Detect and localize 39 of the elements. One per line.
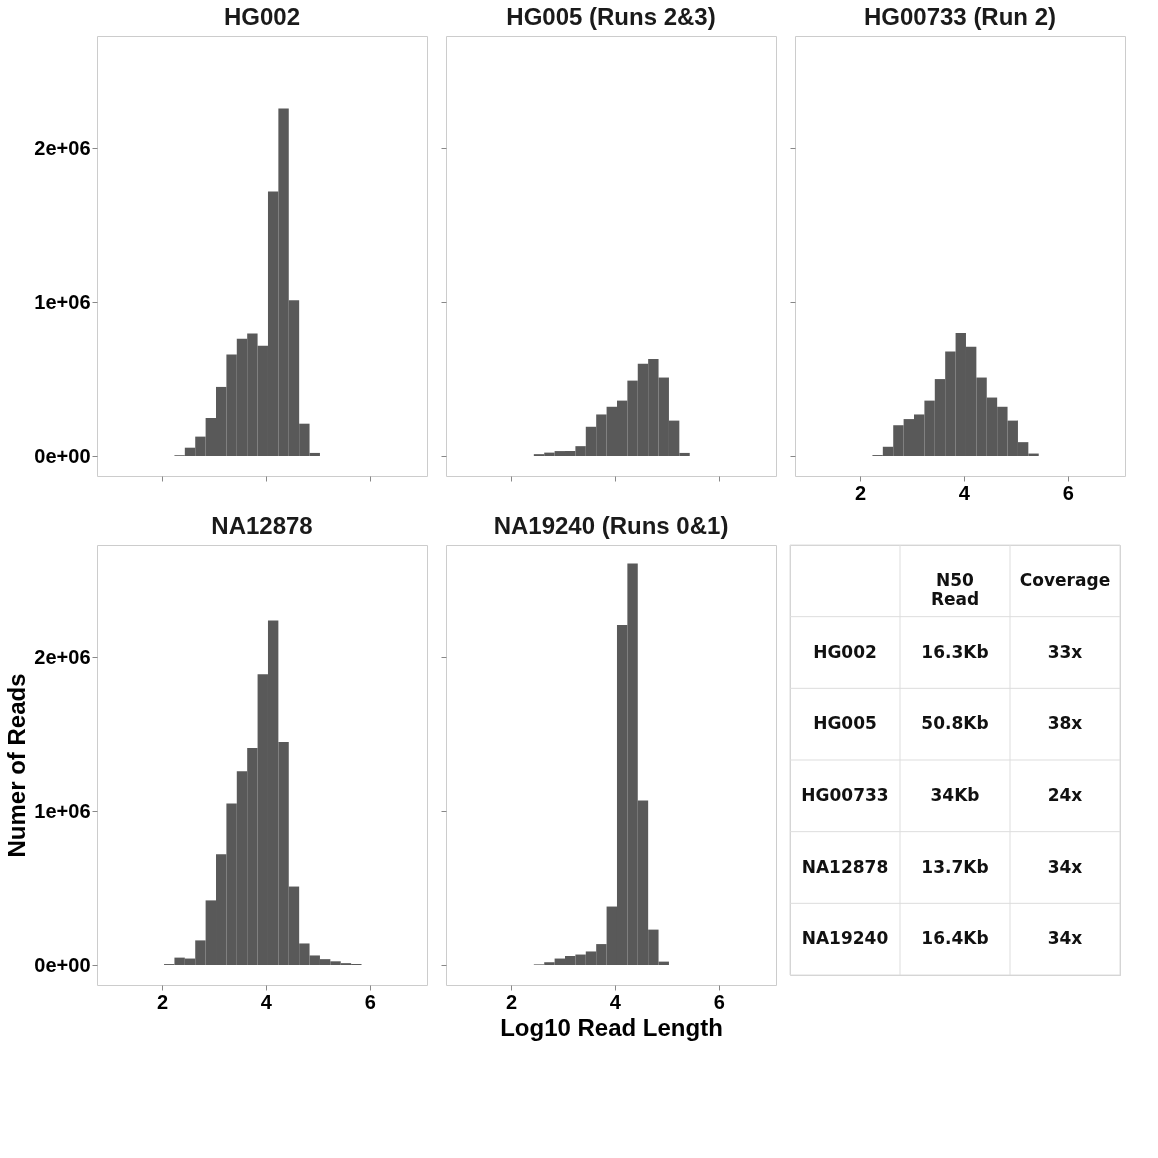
category-label: HG002 xyxy=(813,641,877,662)
text: 33x xyxy=(1047,641,1083,662)
x-tick-label: 4 xyxy=(958,481,971,504)
y-tick-label: 0e+00 xyxy=(34,953,91,976)
text: 34Kb xyxy=(930,784,980,805)
category-label: HG005 xyxy=(813,713,877,734)
text: 13.7Kb xyxy=(921,856,989,877)
text: 16.4Kb xyxy=(921,928,989,949)
category-label: NA19240 xyxy=(801,928,889,949)
chart-title: NA19240 (Runs 0&1) xyxy=(493,512,729,539)
x-tick-label: 2 xyxy=(505,990,518,1013)
chart-title: HG005 (Runs 2&3) xyxy=(506,3,716,30)
text: 24x xyxy=(1047,784,1083,805)
text: 34x xyxy=(1047,856,1083,877)
category-label: NA12878 xyxy=(801,856,889,877)
text: 16.3Kb xyxy=(921,641,989,662)
chart-title: HG00733 (Run 2) xyxy=(863,3,1057,30)
x-tick-label: 6 xyxy=(364,990,376,1013)
y-tick-label: 2e+06 xyxy=(34,136,91,159)
category-label: HG00733 xyxy=(801,784,889,805)
x-tick-label: 2 xyxy=(854,481,867,504)
category-label: Coverage xyxy=(1019,569,1111,590)
y-axis-title: Numer of Reads xyxy=(3,673,31,858)
text: 50.8Kb xyxy=(921,713,989,734)
x-tick-label: 6 xyxy=(713,990,725,1013)
text: 34x xyxy=(1047,928,1083,949)
x-tick-label: 2 xyxy=(156,990,169,1013)
text: 38x xyxy=(1047,713,1083,734)
x-tick-label: 4 xyxy=(609,990,622,1013)
x-tick-label: 4 xyxy=(260,990,273,1013)
chart-title: HG002 xyxy=(223,3,301,30)
category-label: N50 Read xyxy=(930,569,980,609)
y-tick-label: 2e+06 xyxy=(34,645,91,668)
chart-title: NA12878 xyxy=(211,512,313,539)
y-tick-label: 0e+00 xyxy=(34,444,91,467)
y-tick-label: 1e+06 xyxy=(34,799,91,822)
x-axis-title: Log10 Read Length xyxy=(500,1013,723,1041)
x-tick-label: 6 xyxy=(1062,481,1074,504)
y-tick-label: 1e+06 xyxy=(34,290,91,313)
